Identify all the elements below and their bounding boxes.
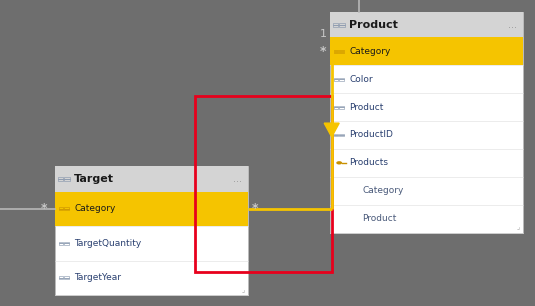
Text: Product: Product <box>362 214 396 223</box>
Text: ⌟: ⌟ <box>242 287 245 293</box>
Text: ...: ... <box>233 174 242 184</box>
Text: TargetYear: TargetYear <box>74 273 121 282</box>
Text: Category: Category <box>362 186 403 195</box>
Text: Products: Products <box>349 158 388 167</box>
FancyBboxPatch shape <box>55 166 248 295</box>
FancyBboxPatch shape <box>330 12 523 233</box>
FancyBboxPatch shape <box>330 37 523 65</box>
Text: ...: ... <box>508 20 517 30</box>
Text: Category: Category <box>74 204 116 213</box>
Circle shape <box>337 161 342 165</box>
FancyBboxPatch shape <box>55 166 248 192</box>
Text: ProductID: ProductID <box>349 130 393 140</box>
FancyBboxPatch shape <box>55 192 248 226</box>
Text: Color: Color <box>349 75 373 84</box>
Text: 1: 1 <box>319 29 326 39</box>
Text: TargetQuantity: TargetQuantity <box>74 239 142 248</box>
FancyBboxPatch shape <box>330 12 523 37</box>
Text: Product: Product <box>349 20 398 30</box>
Text: *: * <box>252 202 258 215</box>
Text: Target: Target <box>74 174 114 184</box>
Text: ⌟: ⌟ <box>517 225 520 231</box>
Text: Category: Category <box>349 47 391 56</box>
Polygon shape <box>324 123 339 137</box>
Text: *: * <box>41 202 47 215</box>
Text: *: * <box>319 45 326 58</box>
Text: Product: Product <box>349 103 384 112</box>
